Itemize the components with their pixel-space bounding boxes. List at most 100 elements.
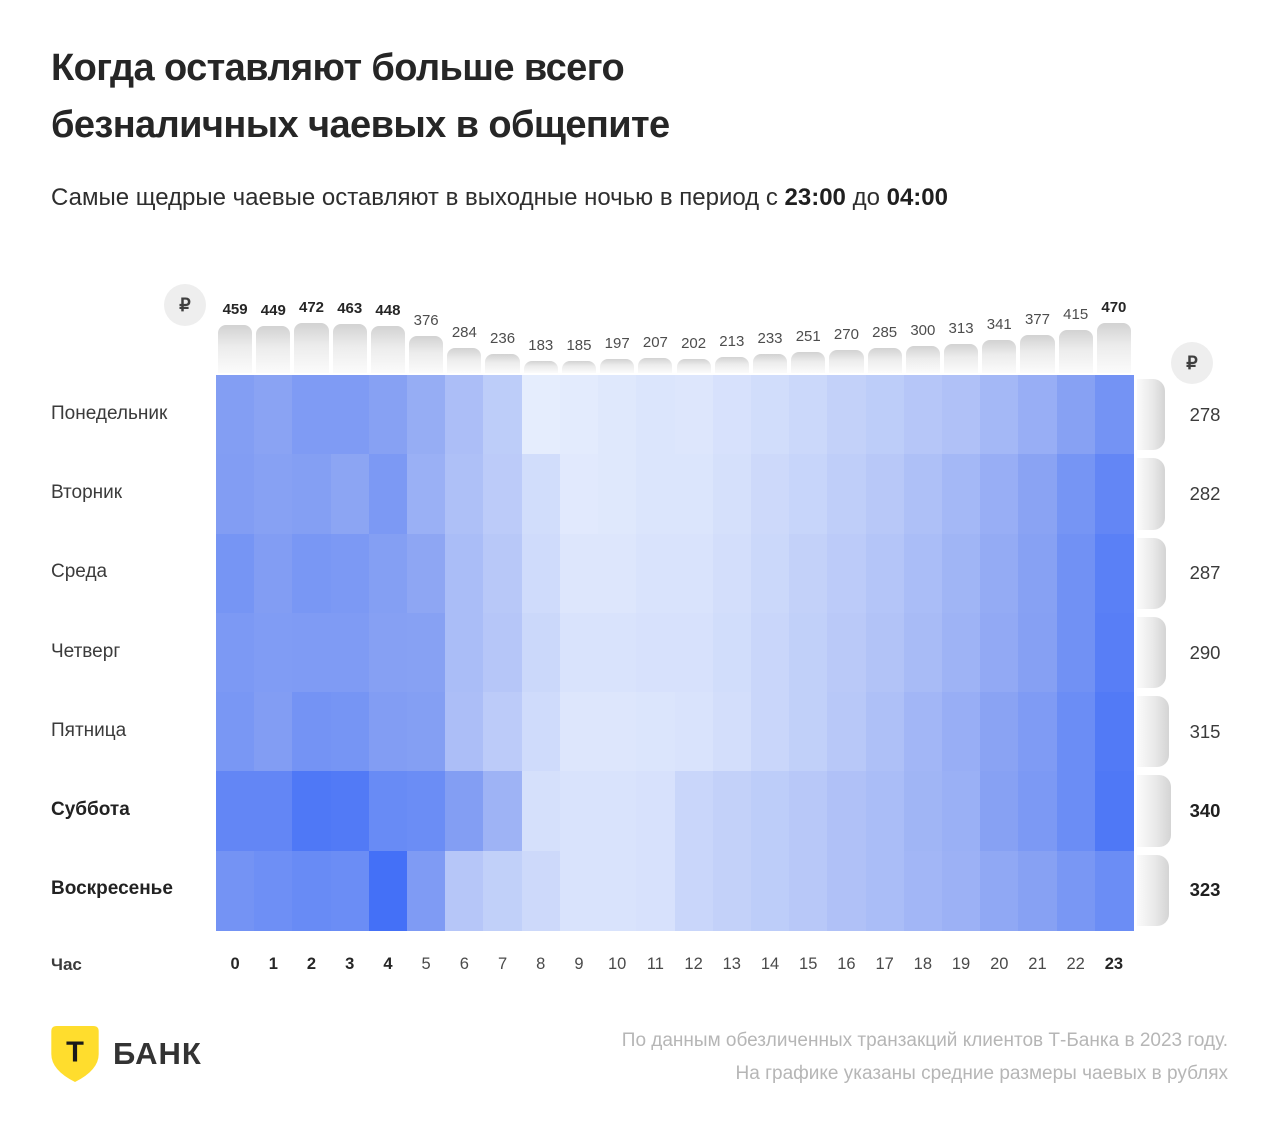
heatmap-cell: [1094, 850, 1134, 931]
heatmap-cell: [827, 771, 867, 852]
column-average-bar: [867, 347, 902, 373]
heatmap-cell: [1056, 533, 1096, 614]
column-average-label: 233: [757, 330, 783, 348]
hour-label: 16: [837, 955, 856, 973]
heatmap-cell: [598, 692, 637, 773]
heatmap-cell: [827, 850, 867, 931]
heatmap-cell: [865, 533, 905, 614]
heatmap-cell: [330, 612, 370, 693]
heatmap-cell: [636, 375, 676, 455]
title-line-2: безналичных чаевых в общепите: [51, 104, 670, 146]
column-average-label: 415: [1063, 306, 1089, 324]
heatmap-cell: [330, 771, 370, 852]
heatmap-cell: [980, 771, 1019, 852]
hour-label: 21: [1028, 955, 1047, 973]
heatmap-cell: [636, 454, 676, 535]
column-average-bar: [523, 361, 558, 373]
column-average-label: 459: [222, 300, 248, 318]
heatmap-cell: [750, 612, 790, 693]
column-average-label: 185: [566, 336, 592, 354]
heatmap-cell: [483, 771, 523, 852]
heatmap-cell: [521, 533, 561, 614]
heatmap-cell: [254, 454, 293, 535]
heatmap-cell: [1018, 375, 1058, 455]
row-average-label: 323: [1189, 879, 1221, 901]
column-average-label: 300: [910, 321, 936, 339]
hour-label: 11: [646, 955, 664, 973]
heatmap-cell: [789, 692, 828, 773]
heatmap-cell: [598, 850, 637, 931]
hour-label: 13: [722, 955, 741, 973]
heatmap-cell: [292, 850, 332, 931]
heatmap-cell: [292, 375, 332, 455]
heatmap-cell: [483, 533, 523, 614]
heatmap-cell: [445, 454, 485, 535]
heatmap-cell: [712, 375, 752, 455]
heatmap-cell: [521, 771, 561, 852]
heatmap-cell: [445, 771, 485, 852]
heatmap-cell: [598, 771, 637, 852]
hour-label: 9: [574, 955, 584, 973]
heatmap-cell: [216, 850, 255, 931]
heatmap-cell: [941, 771, 981, 852]
heatmap-cell: [483, 375, 523, 455]
column-average-label: 448: [375, 302, 401, 320]
heatmap-cell: [1056, 692, 1096, 773]
heatmap-cell: [368, 771, 408, 852]
heatmap-cell: [750, 454, 790, 535]
heatmap-cell: [445, 375, 485, 455]
hour-label: 17: [875, 955, 894, 973]
heatmap-cell: [368, 454, 408, 535]
source-note-line-2: На графике указаны средние размеры чаевы…: [735, 1063, 1228, 1084]
column-average-bar: [982, 340, 1017, 373]
heatmap-cell: [292, 692, 332, 773]
hour-label: 5: [421, 955, 431, 973]
hour-label: 12: [684, 955, 703, 973]
hour-label: 23: [1104, 955, 1124, 973]
heatmap-cell: [445, 692, 485, 773]
heatmap-cell: [330, 375, 370, 455]
heatmap-cell: [559, 771, 599, 852]
column-average-bar: [256, 326, 291, 373]
heatmap-cell: [1094, 692, 1134, 773]
heatmap-cell: [941, 375, 981, 455]
heatmap-cell: [483, 454, 523, 535]
heatmap-cell: [980, 454, 1019, 535]
heatmap-cell: [559, 850, 599, 931]
row-average-label: 290: [1189, 641, 1221, 663]
t-bank-logo-text: БАНК: [113, 1036, 202, 1071]
heatmap-cell: [292, 454, 332, 535]
heatmap-cell: [559, 612, 599, 693]
heatmap-cell: [216, 454, 255, 535]
row-label: Суббота: [51, 799, 130, 821]
heatmap-cell: [1018, 533, 1058, 614]
heatmap-cell: [1018, 612, 1058, 693]
column-average-label: 202: [681, 334, 707, 352]
t-bank-logo: Т БАНК: [51, 1026, 202, 1082]
title-line-1: Когда оставляют больше всего: [51, 47, 625, 89]
column-average-label: 463: [337, 300, 363, 318]
heatmap-cell: [445, 533, 485, 614]
column-average-label: 197: [604, 335, 630, 353]
heatmap-cell: [980, 612, 1019, 693]
heatmap-cell: [674, 692, 714, 773]
column-average-bar: [1058, 330, 1093, 373]
row-average-label: 278: [1189, 403, 1221, 425]
heatmap-cell: [674, 612, 714, 693]
heatmap-cell: [598, 533, 637, 614]
row-label: Понедельник: [51, 402, 168, 424]
hour-label: 8: [536, 955, 546, 973]
heatmap-cell: [674, 771, 714, 852]
heatmap-cell: [903, 375, 943, 455]
column-average-bar: [676, 358, 711, 373]
heatmap-cell: [407, 533, 446, 614]
column-average-label: 377: [1024, 311, 1050, 329]
heatmap-cell: [941, 533, 981, 614]
column-average-bar: [1020, 335, 1055, 373]
row-average-label: 287: [1189, 562, 1221, 584]
column-average-bar: [943, 343, 979, 373]
column-average-bar: [370, 326, 406, 373]
heatmap-cell: [254, 533, 293, 614]
hour-label: 6: [459, 955, 469, 973]
